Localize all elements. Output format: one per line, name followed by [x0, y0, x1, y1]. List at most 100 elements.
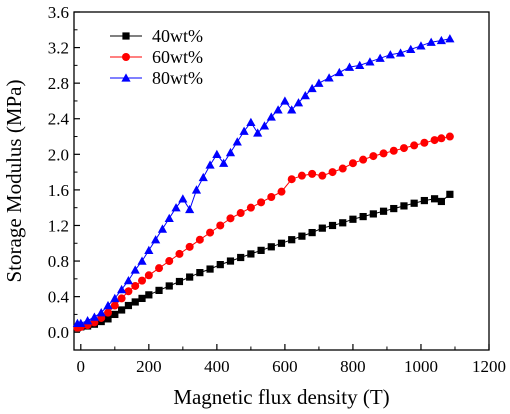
- data-point: [110, 293, 120, 303]
- y-tick-label: 1.2: [48, 216, 69, 235]
- data-point: [104, 308, 113, 317]
- data-point: [155, 264, 164, 273]
- data-point: [253, 128, 263, 137]
- y-tick-label: 2.4: [48, 110, 70, 129]
- data-point: [130, 265, 140, 274]
- data-point: [430, 195, 439, 203]
- data-point: [437, 134, 446, 143]
- data-point: [226, 214, 235, 223]
- data-point: [318, 224, 326, 232]
- y-tick-label: 3.6: [48, 3, 69, 22]
- data-point: [89, 312, 100, 321]
- plot-frame: [73, 11, 490, 351]
- y-tick-label: 2.0: [48, 145, 69, 164]
- data-point: [195, 235, 204, 244]
- data-point: [123, 276, 134, 285]
- data-point: [237, 253, 245, 262]
- data-point: [445, 132, 454, 141]
- data-point: [410, 141, 419, 150]
- data-point: [212, 149, 222, 158]
- data-point: [247, 250, 255, 258]
- data-point: [420, 196, 428, 205]
- data-point: [259, 121, 270, 130]
- y-tick-label: 0.0: [48, 323, 69, 342]
- data-point: [138, 294, 146, 303]
- x-axis-title: Magnetic flux density (T): [173, 385, 389, 409]
- data-point: [164, 213, 174, 223]
- y-tick-label: 0.8: [48, 252, 69, 271]
- data-point: [257, 198, 266, 207]
- data-point: [420, 138, 429, 147]
- data-point: [232, 137, 242, 146]
- series-line: [77, 38, 451, 324]
- data-point: [144, 271, 153, 280]
- data-point: [445, 34, 455, 43]
- data-point: [389, 146, 398, 155]
- x-tick-label: 200: [136, 357, 162, 376]
- data-point: [171, 203, 181, 212]
- legend-item: 60wt%: [110, 47, 203, 67]
- data-point: [410, 199, 418, 207]
- data-point: [277, 187, 286, 196]
- data-point: [365, 57, 375, 66]
- data-point: [359, 212, 367, 221]
- legend-marker: [122, 32, 130, 40]
- data-point: [198, 172, 208, 182]
- data-point: [76, 318, 86, 327]
- data-point: [297, 171, 306, 180]
- data-point: [175, 249, 184, 258]
- data-point: [165, 282, 173, 290]
- data-point: [328, 168, 337, 177]
- data-point: [338, 164, 347, 173]
- data-point: [318, 171, 327, 180]
- data-point: [437, 197, 445, 206]
- data-point: [287, 105, 297, 114]
- data-point: [266, 112, 276, 121]
- data-point: [406, 44, 416, 54]
- y-tick-label: 1.6: [48, 181, 69, 200]
- data-point: [96, 308, 106, 317]
- data-point: [324, 73, 334, 82]
- data-point: [216, 221, 225, 230]
- data-point: [138, 276, 147, 285]
- legend-marker: [121, 73, 131, 82]
- legend-label: 40wt%: [152, 26, 203, 46]
- data-point: [349, 215, 357, 223]
- data-point: [293, 98, 304, 107]
- x-tick-label: 800: [340, 357, 366, 376]
- data-point: [117, 284, 127, 294]
- series-line: [77, 193, 451, 329]
- data-point: [165, 257, 174, 266]
- y-tick-label: 2.8: [48, 74, 69, 93]
- data-point: [226, 257, 235, 265]
- data-point: [307, 83, 317, 93]
- data-point: [236, 209, 245, 218]
- data-point: [124, 287, 133, 296]
- legend-item: 40wt%: [110, 26, 203, 46]
- legend-marker: [122, 53, 130, 61]
- data-point: [436, 35, 446, 45]
- data-point: [145, 291, 153, 299]
- data-point: [339, 219, 347, 227]
- data-point: [385, 50, 395, 59]
- series-1: [73, 190, 454, 332]
- legend: 40wt%60wt%80wt%: [110, 26, 203, 88]
- plot-area: [73, 11, 490, 351]
- y-tick-label: 0.4: [48, 288, 70, 307]
- data-point: [288, 236, 296, 244]
- data-point: [390, 204, 398, 213]
- data-point: [117, 294, 126, 303]
- y-tick-label: 3.2: [48, 39, 69, 58]
- data-point: [273, 105, 283, 114]
- data-point: [206, 265, 214, 273]
- data-point: [83, 316, 93, 325]
- y-axis-title: Storage Modulus (MPa): [2, 80, 26, 283]
- data-point: [280, 96, 290, 105]
- data-point: [359, 155, 368, 164]
- x-tick-label: 0: [77, 357, 86, 376]
- x-tick-label: 600: [272, 357, 298, 376]
- x-tick-label: 1200: [472, 357, 506, 376]
- data-point: [267, 243, 275, 251]
- data-point: [300, 91, 310, 100]
- data-point: [308, 169, 317, 178]
